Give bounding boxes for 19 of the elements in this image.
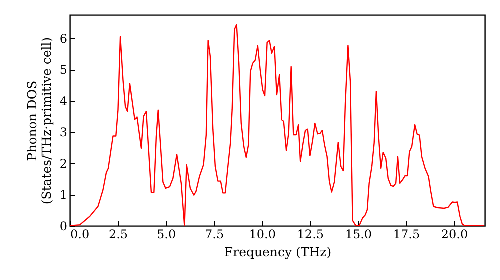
y-tick-label: 2 [60,156,68,171]
y-tick-label: 6 [60,32,68,46]
y-axis-title: Phonon DOS (States/THz·primitive cell) [24,37,54,205]
y-tick-label: 0 [60,220,68,234]
y-tick-label: 1 [60,188,68,202]
x-tick-label: 10.0 [249,228,276,242]
y-tick-label: 4 [60,94,68,108]
x-tick-label: 15.0 [345,228,372,242]
x-tick-label: 7.5 [205,228,224,242]
line-series [70,24,485,226]
x-tick-label: 17.5 [393,228,420,242]
x-tick-label: 2.5 [108,228,128,242]
y-tick-label: 3 [60,126,68,140]
x-tick-label: 5.0 [157,228,176,242]
x-tick-label: 20.0 [441,228,468,242]
y-tick-label: 5 [60,63,68,78]
x-tick-label: 0.0 [70,228,90,242]
x-axis-title: Frequency (THz) [224,244,332,260]
x-tick-label: 12.5 [297,228,324,242]
